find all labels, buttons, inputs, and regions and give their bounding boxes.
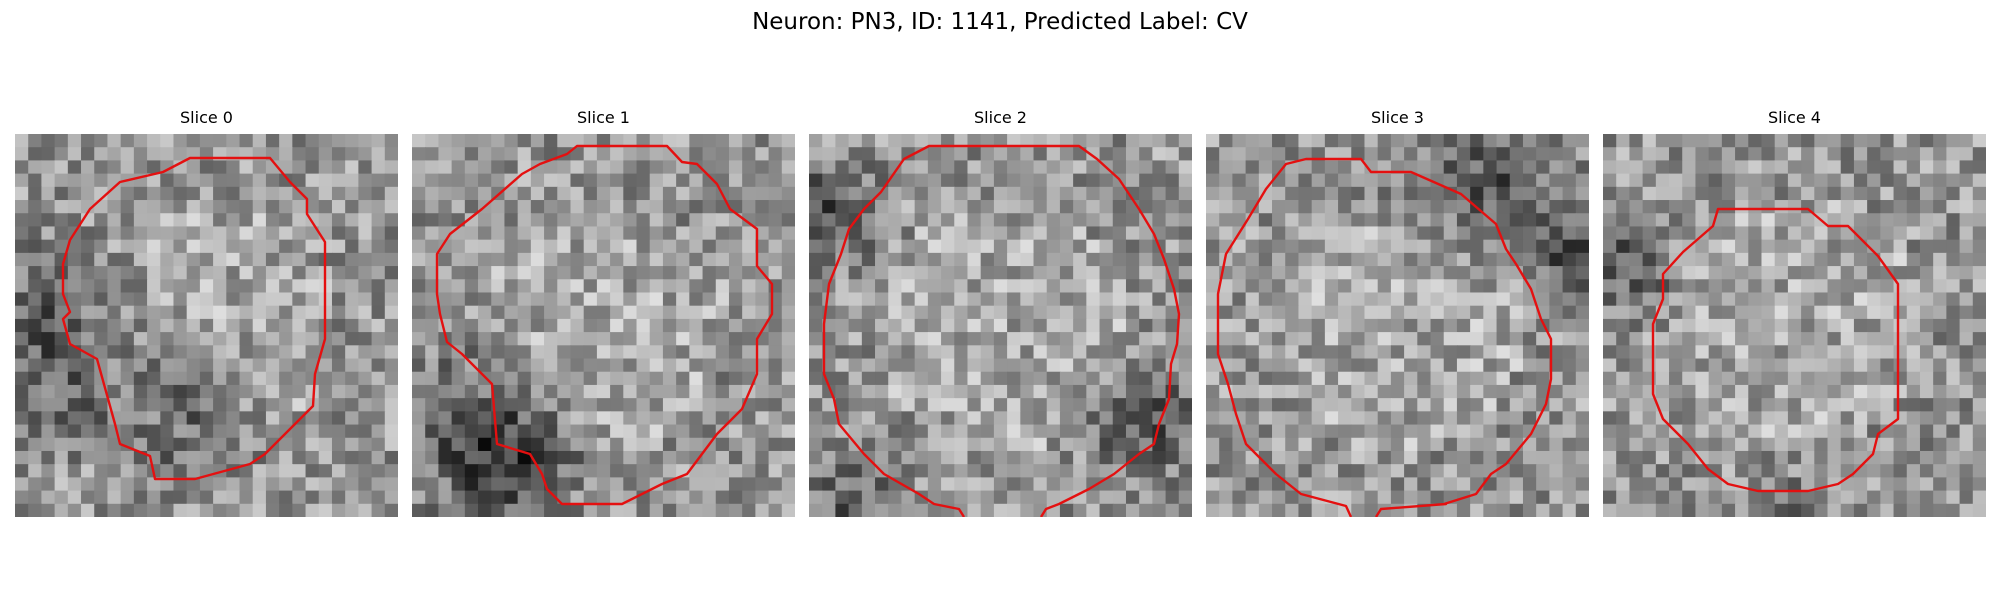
contour-outline bbox=[1651, 207, 1900, 493]
slice-image-1 bbox=[412, 134, 795, 517]
slice-panel-4: Slice 4 bbox=[1603, 108, 1986, 517]
slice-image-3 bbox=[1206, 134, 1589, 517]
contour-outline bbox=[1216, 157, 1553, 517]
contour-outline bbox=[435, 144, 774, 506]
figure-title: Neuron: PN3, ID: 1141, Predicted Label: … bbox=[752, 9, 1248, 35]
slice-title: Slice 4 bbox=[1768, 108, 1821, 127]
slice-panel-3: Slice 3 bbox=[1206, 108, 1589, 517]
slice-title: Slice 0 bbox=[180, 108, 233, 127]
slice-image-4 bbox=[1603, 134, 1986, 517]
slice-title: Slice 2 bbox=[974, 108, 1027, 127]
slice-panel-0: Slice 0 bbox=[15, 108, 398, 517]
slice-image-0 bbox=[15, 134, 398, 517]
slice-panel-2: Slice 2 bbox=[809, 108, 1192, 517]
slice-image-2 bbox=[809, 134, 1192, 517]
contour-outline bbox=[822, 144, 1181, 517]
contour-outline bbox=[61, 156, 327, 481]
slice-title: Slice 1 bbox=[577, 108, 630, 127]
slice-title: Slice 3 bbox=[1371, 108, 1424, 127]
slice-panel-1: Slice 1 bbox=[412, 108, 795, 517]
